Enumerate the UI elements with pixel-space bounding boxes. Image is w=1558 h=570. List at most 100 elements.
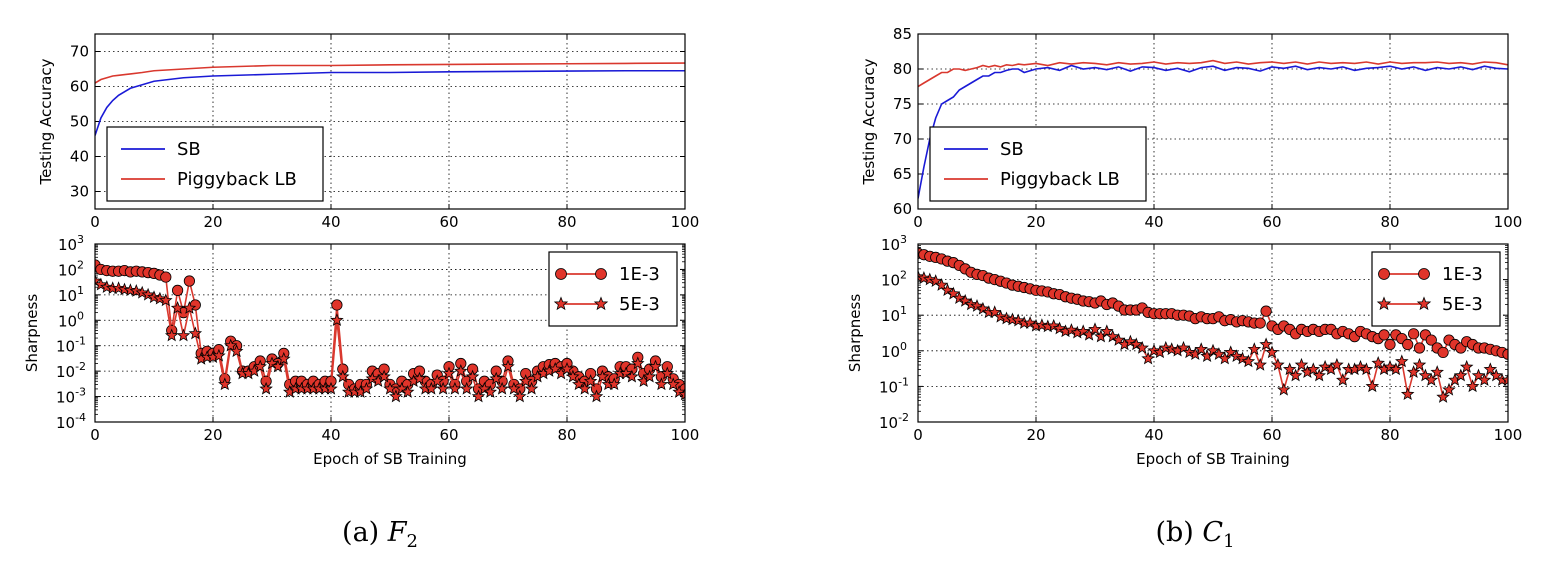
data-point-5E-3: [454, 364, 468, 377]
data-point-5E-3: [223, 338, 238, 352]
data-point-5E-3: [471, 389, 486, 403]
plot-area: [95, 62, 685, 136]
x-tick-label: 20: [203, 426, 222, 444]
data-point-5E-3: [619, 366, 633, 380]
x-tick-label: 0: [90, 426, 100, 444]
data-point-5E-3: [459, 381, 474, 395]
data-point-5E-3: [176, 328, 191, 342]
data-point-5E-3: [436, 381, 450, 395]
data-point-5E-3: [1229, 349, 1244, 363]
data-point-1E-3: [1260, 305, 1272, 317]
data-point-5E-3: [993, 309, 1008, 323]
data-point-5E-3: [589, 389, 604, 403]
axes-frame: [94, 33, 686, 210]
y-tick-label: 85: [893, 25, 912, 43]
data-point-5E-3: [583, 374, 598, 388]
data-point-5E-3: [1454, 368, 1468, 382]
y-tick-label: 60: [70, 78, 89, 96]
legend-marker: [553, 296, 569, 311]
x-tick-label: 100: [1494, 426, 1523, 444]
data-point-5E-3: [271, 359, 285, 373]
legend-marker: [595, 268, 607, 280]
data-point-5E-3: [934, 278, 949, 291]
data-point-5E-3: [940, 283, 955, 297]
data-point-5E-3: [1241, 354, 1256, 368]
axes-frame: [917, 243, 1509, 423]
data-point-5E-3: [560, 362, 574, 375]
y-axis-label: Sharpness: [23, 294, 41, 372]
data-point-5E-3: [1141, 351, 1155, 365]
data-point-5E-3: [153, 291, 167, 305]
y-axis-label: Testing Accuracy: [860, 58, 878, 185]
y-tick-label: 70: [70, 43, 89, 61]
y-tick-label: 10-1: [879, 375, 909, 396]
data-point-5E-3: [625, 369, 639, 383]
data-point-5E-3: [129, 284, 144, 297]
data-point-5E-3: [495, 381, 509, 395]
legend: SB Piggyback LB: [929, 126, 1147, 202]
data-point-5E-3: [395, 381, 409, 395]
data-point-1E-3: [1402, 338, 1414, 351]
legend-label: SB: [177, 139, 201, 160]
data-point-5E-3: [1100, 324, 1114, 338]
x-tick-label: 80: [1380, 426, 1399, 444]
data-point-5E-3: [336, 369, 350, 383]
legend-label: Piggyback LB: [177, 169, 297, 190]
data-point-5E-3: [1312, 368, 1326, 382]
data-point-1E-3: [172, 284, 184, 296]
y-tick-label: 10-2: [56, 360, 86, 381]
y-tick-label: 100: [881, 340, 907, 361]
data-point-5E-3: [389, 389, 403, 403]
data-point-5E-3: [928, 274, 943, 287]
data-point-5E-3: [330, 313, 344, 327]
data-point-5E-3: [159, 293, 173, 307]
data-point-5E-3: [1395, 354, 1409, 368]
data-point-5E-3: [1477, 373, 1492, 386]
data-point-5E-3: [1247, 342, 1262, 356]
y-tick-label: 102: [58, 258, 84, 279]
data-point-5E-3: [259, 381, 273, 395]
legend-marker: [593, 296, 609, 311]
data-point-5E-3: [1129, 337, 1144, 351]
data-point-5E-3: [1271, 357, 1285, 371]
data-point-1E-3: [1408, 328, 1420, 340]
legend-label: 1E-3: [619, 264, 660, 285]
x-tick-label: 20: [1026, 426, 1045, 444]
data-point-5E-3: [218, 377, 232, 391]
data-point-1E-3: [1437, 346, 1449, 359]
y-axis-label: Sharpness: [846, 294, 864, 372]
data-point-5E-3: [1318, 359, 1332, 373]
data-point-5E-3: [1371, 356, 1385, 369]
x-tick-label: 100: [1494, 213, 1523, 231]
data-point-5E-3: [976, 301, 990, 315]
y-tick-label: 80: [893, 60, 912, 78]
data-point-5E-3: [448, 381, 462, 395]
data-point-5E-3: [1253, 357, 1267, 371]
data-point-5E-3: [182, 301, 197, 314]
figure-caption: (b) C1: [1155, 517, 1234, 552]
chart-panel-1: 0 20 40 60 80 100 10-4 10-3 10-2 10-1 100 101 102 103…: [23, 233, 699, 468]
data-point-5E-3: [513, 389, 527, 403]
y-tick-label: 102: [881, 269, 907, 290]
series-line-SB: [918, 64, 1508, 199]
chart-panel-0: 0 20 40 60 80 100 30 40 50 60 70 Testing Accuracy SB…: [37, 33, 699, 231]
data-point-5E-3: [672, 384, 685, 398]
data-point-5E-3: [1223, 345, 1238, 359]
data-point-5E-3: [188, 326, 203, 340]
data-point-5E-3: [383, 381, 397, 395]
data-point-5E-3: [1046, 318, 1061, 332]
data-point-1E-3: [183, 275, 195, 287]
data-point-1E-3: [1413, 342, 1426, 354]
data-point-1E-3: [1384, 338, 1396, 351]
chart-panel-2: 0 20 40 60 80 100 60 65 70 75 80 85 Testing Accuracy…: [860, 25, 1522, 231]
data-point-5E-3: [377, 369, 391, 383]
data-point-5E-3: [1123, 334, 1138, 348]
data-point-5E-3: [1135, 340, 1149, 354]
data-point-5E-3: [1365, 379, 1380, 393]
y-tick-label: 10-1: [56, 335, 86, 356]
data-point-5E-3: [666, 377, 680, 391]
legend-marker: [1378, 268, 1390, 280]
y-tick-label: 100: [58, 309, 84, 330]
legend-label: 5E-3: [1442, 294, 1483, 315]
data-point-5E-3: [324, 381, 338, 395]
